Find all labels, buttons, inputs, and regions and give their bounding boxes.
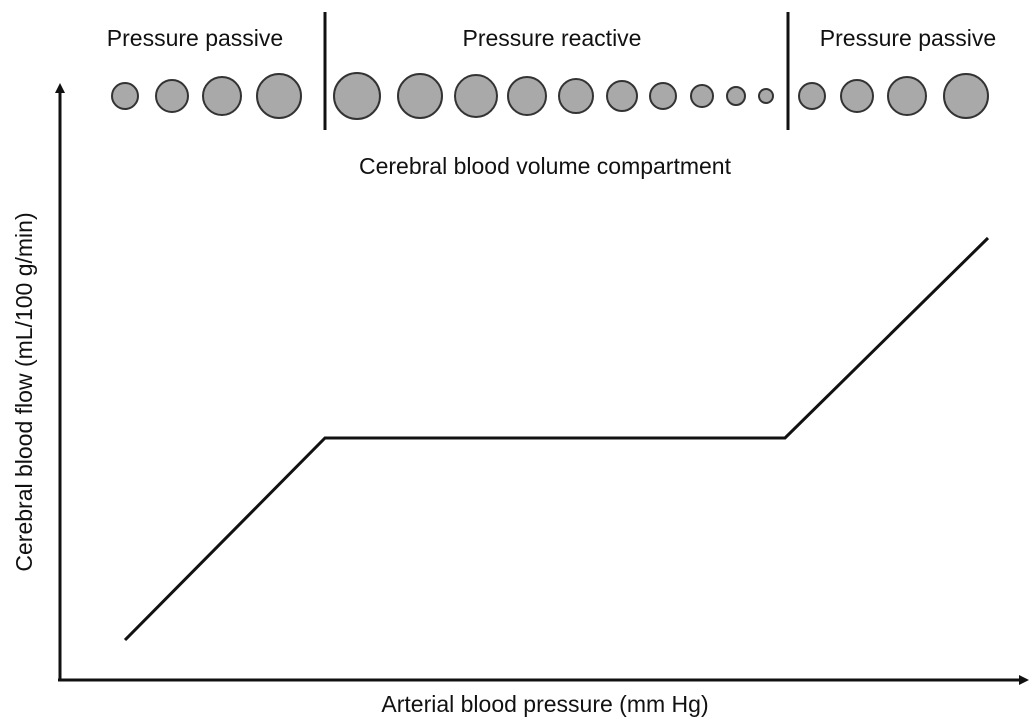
vessel-circle [726, 86, 746, 106]
section-label: Pressure reactive [463, 25, 642, 51]
vessel-circle [649, 82, 677, 110]
vessel-circle [606, 80, 638, 112]
vessel-circle [798, 82, 826, 110]
vessel-circle [454, 74, 498, 118]
x-axis-label: Arterial blood pressure (mm Hg) [381, 691, 708, 717]
autoregulation-curve [123, 236, 990, 642]
y-axis-label: Cerebral blood flow (mL/100 g/min) [11, 212, 37, 571]
section-label: Pressure passive [820, 25, 996, 51]
vessel-circle [397, 73, 443, 119]
vessel-circle [758, 88, 774, 104]
vessel-circle [887, 76, 927, 116]
vessel-circle [256, 73, 302, 119]
vessel-circle [507, 76, 547, 116]
vessel-circle [202, 76, 242, 116]
vessel-circle [155, 79, 189, 113]
vessel-circle [690, 84, 714, 108]
vessel-circles [111, 72, 989, 120]
vessel-circle [558, 78, 594, 114]
compartment-label: Cerebral blood volume compartment [359, 153, 732, 179]
vessel-circle [111, 82, 139, 110]
section-label: Pressure passive [107, 25, 283, 51]
vessel-circle [333, 72, 381, 120]
vessel-circle [840, 79, 874, 113]
vessel-circle [943, 73, 989, 119]
